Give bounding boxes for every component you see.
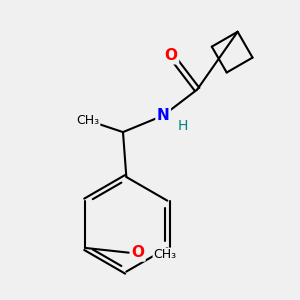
Text: CH₃: CH₃ <box>76 114 99 127</box>
Text: O: O <box>131 245 144 260</box>
Text: H: H <box>178 119 188 133</box>
Text: N: N <box>157 108 169 123</box>
Text: CH₃: CH₃ <box>153 248 176 261</box>
Text: O: O <box>165 48 178 63</box>
